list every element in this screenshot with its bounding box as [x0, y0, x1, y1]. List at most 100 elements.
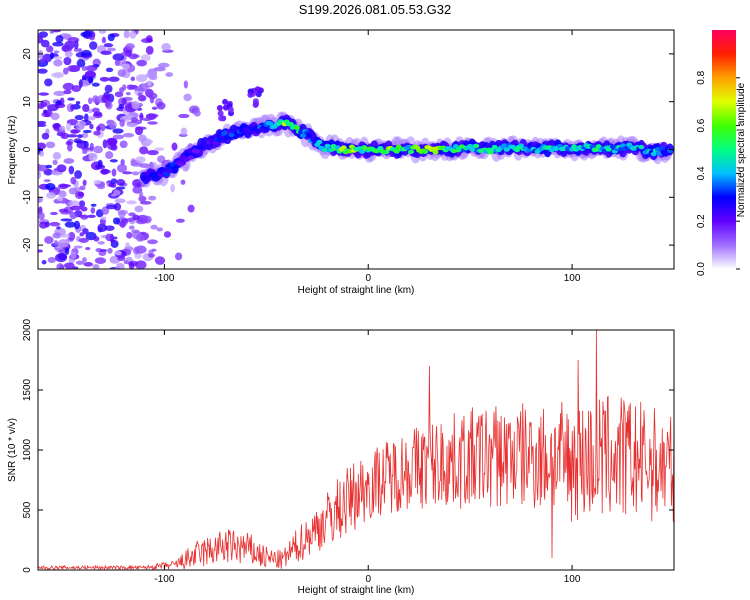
- noise-blob: [97, 159, 103, 168]
- noise-blob: [125, 242, 130, 248]
- noise-blob: [49, 211, 58, 216]
- noise-blob: [57, 239, 70, 248]
- noise-blob: [116, 163, 128, 173]
- noise-blob: [52, 232, 62, 239]
- noise-blob: [147, 121, 158, 125]
- noise-blob: [73, 47, 79, 52]
- noise-blob: [153, 147, 165, 151]
- noise-blob: [50, 112, 60, 121]
- noise-blob: [134, 126, 147, 131]
- noise-blob: [50, 104, 56, 110]
- noise-blob: [82, 228, 89, 235]
- noise-blob: [174, 252, 183, 261]
- noise-blob: [107, 33, 115, 42]
- noise-blob: [107, 247, 113, 254]
- snr-line: [38, 330, 674, 570]
- noise-blob: [85, 247, 91, 251]
- noise-blob: [75, 260, 85, 265]
- noise-blob: [41, 132, 50, 140]
- noise-blob: [58, 125, 66, 132]
- noise-blob: [147, 239, 158, 245]
- ridge-core: [650, 151, 657, 157]
- noise-blob: [93, 111, 103, 117]
- snr-frame: [37, 329, 675, 571]
- noise-blob: [131, 100, 140, 110]
- noise-blob: [53, 56, 63, 60]
- ridge-core: [300, 133, 306, 138]
- ridge-core: [177, 162, 184, 167]
- spectrogram-x-ticks: -100 0 100: [154, 30, 581, 284]
- ridge-core: [293, 125, 300, 130]
- noise-blob: [83, 262, 93, 267]
- noise-blob: [38, 163, 43, 172]
- noise-blob: [125, 256, 133, 261]
- noise-blob: [46, 45, 54, 53]
- noise-blob: [171, 142, 178, 151]
- noise-blob: [82, 257, 87, 263]
- ridge-core: [306, 132, 313, 138]
- noise-blob: [84, 70, 96, 78]
- noise-blob: [58, 190, 67, 198]
- noise-blob: [101, 216, 107, 221]
- noise-blob: [131, 229, 140, 234]
- noise-blob: [126, 231, 133, 239]
- noise-blob: [38, 123, 47, 127]
- noise-blob: [63, 89, 72, 95]
- noise-blob: [112, 236, 118, 240]
- spur-blob: [254, 86, 261, 93]
- noise-blob: [105, 233, 113, 242]
- colorbar-tick-label: 0.0: [696, 262, 707, 276]
- noise-blob: [53, 50, 60, 54]
- ridge-core: [422, 149, 429, 154]
- noise-blob: [98, 30, 107, 34]
- noise-blob: [103, 43, 114, 48]
- noise-blob: [70, 251, 77, 260]
- snr-y-label: SNR (10 * v/v): [7, 418, 18, 482]
- noise-blob: [76, 120, 87, 126]
- noise-blob: [77, 134, 84, 139]
- noise-blob: [151, 248, 157, 252]
- x-tick-label: 0: [365, 273, 371, 284]
- noise-blob: [94, 257, 107, 265]
- noise-blob: [132, 214, 140, 221]
- noise-blob: [70, 176, 77, 185]
- noise-blob: [60, 132, 70, 140]
- noise-blob: [40, 39, 50, 48]
- noise-blob: [68, 231, 76, 241]
- noise-blob: [105, 151, 114, 160]
- x-tick-label: 0: [365, 574, 371, 585]
- noise-blob: [68, 165, 75, 175]
- noise-blob: [139, 146, 149, 155]
- y-tick-label: 0: [22, 146, 33, 152]
- spur-blob: [222, 98, 229, 105]
- noise-blob: [114, 198, 126, 204]
- noise-blob: [118, 210, 126, 218]
- noise-blob: [89, 123, 94, 130]
- noise-blob: [111, 193, 116, 197]
- noise-blob: [88, 97, 93, 105]
- noise-blob: [45, 192, 57, 199]
- noise-blob: [70, 104, 75, 111]
- noise-blob: [104, 225, 115, 232]
- noise-blob: [89, 41, 98, 50]
- noise-blob: [88, 116, 96, 121]
- y-tick-label: 20: [22, 48, 33, 60]
- ridge-core: [638, 144, 645, 150]
- noise-blob: [79, 232, 85, 237]
- ridge-core: [316, 139, 323, 145]
- noise-blob: [59, 233, 71, 238]
- snr-x-label: Height of straight line (km): [298, 585, 415, 596]
- ridge-core: [432, 149, 439, 155]
- spectrogram-y-ticks: -20 -10 0 10 20: [22, 48, 674, 252]
- noise-blob: [73, 220, 81, 230]
- noise-blob: [140, 54, 151, 62]
- noise-blob: [151, 106, 158, 110]
- ridge-core: [208, 137, 215, 142]
- noise-blob: [64, 247, 70, 255]
- noise-blob: [77, 191, 85, 197]
- noise-blob: [38, 50, 44, 59]
- noise-blob: [112, 53, 125, 61]
- noise-blob: [49, 52, 55, 60]
- noise-blob: [66, 122, 72, 132]
- noise-blob: [136, 59, 148, 67]
